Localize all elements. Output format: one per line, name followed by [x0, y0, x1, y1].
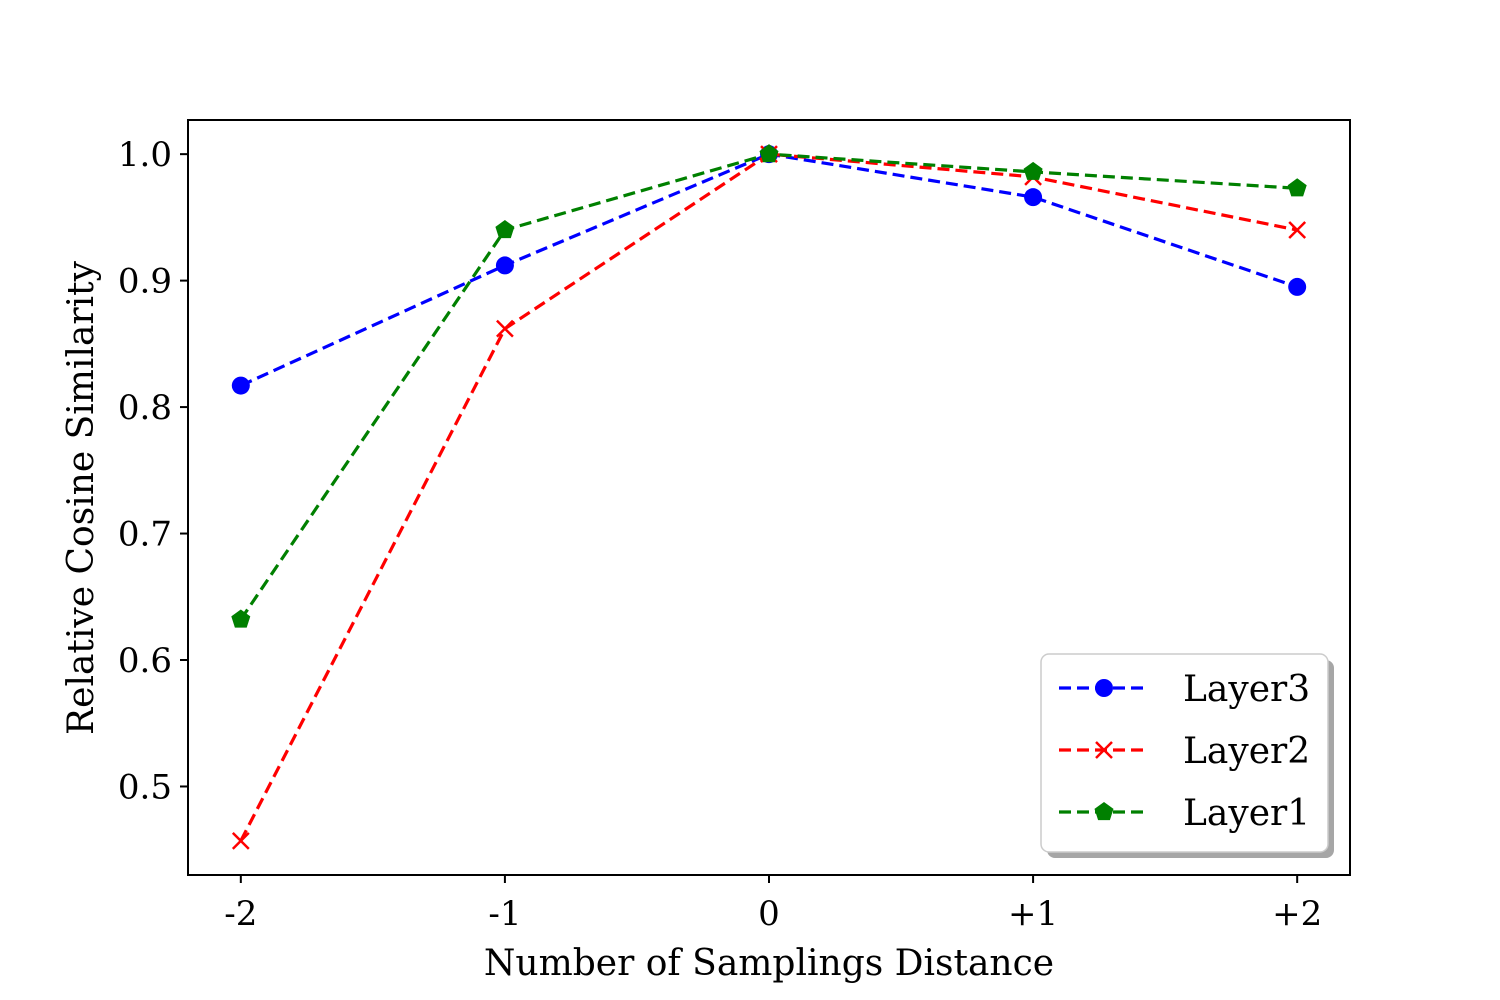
legend-marker-layer3 — [1095, 679, 1113, 697]
series-layer — [231, 144, 1307, 850]
layer1-point — [231, 609, 251, 628]
layer3-point — [495, 256, 514, 275]
y-axis: 0.5 0.6 0.7 0.8 0.9 1.0 — [118, 135, 188, 807]
x-axis: -2 -1 0 +1 +2 — [224, 875, 1322, 934]
layer3-point — [1288, 277, 1307, 296]
legend: Layer3 Layer2 Layer1 — [1040, 653, 1334, 858]
x-tick-label: -2 — [224, 894, 257, 934]
legend-marker-layer2 — [1095, 741, 1113, 759]
layer2-point — [231, 831, 250, 850]
legend-entry-layer3: Layer3 — [1059, 669, 1310, 710]
layer3-point — [1024, 188, 1043, 207]
x-tick-label: 0 — [758, 894, 780, 934]
legend-entry-layer1: Layer1 — [1059, 793, 1310, 834]
y-tick-label: 0.8 — [118, 388, 172, 428]
layer3-point — [231, 376, 250, 395]
y-tick-label: 0.9 — [118, 262, 172, 302]
x-tick-label: +2 — [1272, 894, 1322, 934]
y-tick-label: 0.5 — [118, 767, 172, 807]
y-tick-label: 0.7 — [118, 515, 172, 555]
y-tick-label: 0.6 — [118, 641, 172, 681]
layer2-point — [1288, 221, 1307, 239]
series-layer1 — [231, 144, 1307, 628]
x-tick-label: -1 — [488, 894, 521, 934]
y-tick-label: 1.0 — [118, 135, 172, 175]
layer1-point — [759, 144, 779, 163]
layer2-point — [496, 319, 514, 338]
layer1-point — [1287, 178, 1307, 197]
y-axis-label: Relative Cosine Similarity — [61, 260, 102, 735]
x-axis-label: Number of Samplings Distance — [484, 943, 1054, 984]
legend-label-layer2: Layer2 — [1183, 731, 1310, 772]
layer1-point — [1023, 161, 1043, 180]
legend-label-layer1: Layer1 — [1183, 793, 1310, 834]
legend-marker-layer1 — [1094, 802, 1114, 821]
legend-box — [1040, 653, 1329, 853]
x-tick-label: +1 — [1008, 894, 1058, 934]
legend-entry-layer2: Layer2 — [1059, 731, 1310, 772]
legend-label-layer3: Layer3 — [1183, 669, 1310, 710]
layer1-point — [495, 220, 515, 239]
